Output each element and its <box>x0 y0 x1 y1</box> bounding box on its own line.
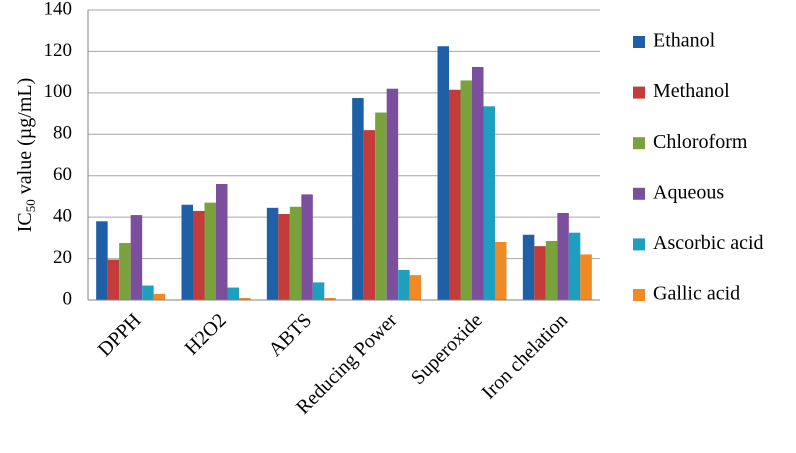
bar <box>312 282 325 300</box>
bar <box>460 80 472 300</box>
x-tick-label: ABTS <box>264 309 316 361</box>
bar <box>409 275 422 300</box>
y-tick-label: 20 <box>53 247 72 268</box>
bar <box>522 234 535 300</box>
legend-label: Ascorbic acid <box>653 232 764 254</box>
bar <box>289 206 302 300</box>
y-tick-label: 0 <box>63 288 73 309</box>
y-tick-label: 80 <box>53 123 72 144</box>
legend-swatch <box>633 36 645 48</box>
bar <box>449 89 461 300</box>
legend-label: Methanol <box>653 80 730 102</box>
bar <box>181 204 193 300</box>
bar <box>437 46 449 300</box>
legend-swatch <box>633 86 645 99</box>
legend-label: Aqueous <box>653 181 724 203</box>
bar <box>352 98 364 301</box>
bar <box>142 285 154 300</box>
x-tick-label: Iron chelation <box>478 309 572 403</box>
bar <box>107 259 120 300</box>
y-tick-label: 60 <box>53 164 72 185</box>
bar <box>495 242 507 300</box>
x-tick-label: Superoxide <box>407 309 487 389</box>
bar <box>239 297 251 300</box>
bar <box>216 184 228 300</box>
bar <box>324 297 336 300</box>
y-label-rest: value (µg/mL) <box>14 78 36 199</box>
x-tick-label: H2O2 <box>181 309 231 359</box>
bar <box>375 112 387 301</box>
bar <box>580 254 592 300</box>
bar <box>204 202 216 300</box>
bar <box>557 213 569 300</box>
legend-label: Chloroform <box>653 131 748 153</box>
y-label-text: IC <box>14 212 36 232</box>
bar <box>96 221 108 300</box>
legend-swatch <box>633 238 645 251</box>
legend-label: Gallic acid <box>653 283 740 305</box>
legend-label: Ethanol <box>653 30 716 52</box>
bar <box>545 240 558 300</box>
bar <box>386 88 399 300</box>
bar <box>301 194 313 300</box>
bar <box>153 293 166 300</box>
bar <box>266 207 279 300</box>
bar <box>472 66 484 300</box>
bar <box>534 246 546 300</box>
bar <box>278 214 290 300</box>
y-tick-label: 120 <box>44 40 73 61</box>
bar <box>398 269 410 300</box>
y-tick-label: 40 <box>53 206 72 227</box>
y-tick-label: 140 <box>44 0 73 19</box>
y-tick-label: 100 <box>44 81 73 102</box>
legend-swatch <box>633 137 645 150</box>
x-tick-label: DPPH <box>94 309 146 361</box>
legend-swatch <box>633 187 645 200</box>
bar <box>363 130 376 300</box>
bar <box>130 215 143 300</box>
bar <box>227 287 239 300</box>
bar <box>483 106 495 300</box>
y-label-subscript: 50 <box>23 199 38 212</box>
bar <box>193 210 205 300</box>
bar <box>568 232 581 300</box>
legend-swatch <box>633 289 645 301</box>
y-axis-label: IC50 value (µg/mL) <box>14 78 38 232</box>
bar <box>119 243 131 300</box>
